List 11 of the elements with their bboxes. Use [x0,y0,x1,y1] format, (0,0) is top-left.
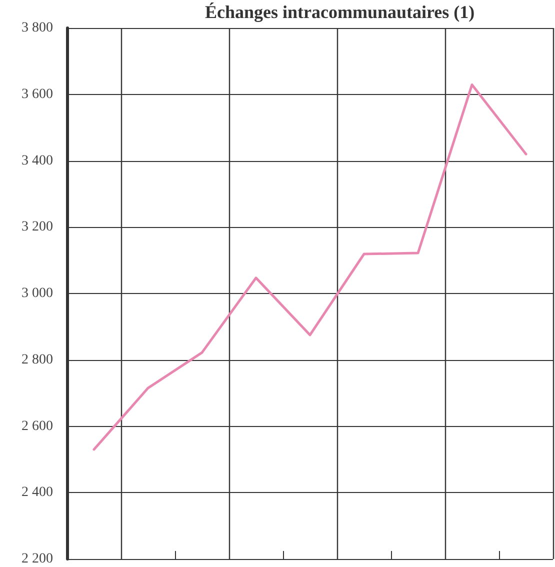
y-tick-label: 3 200 [22,220,53,235]
y-tick-label: 2 600 [22,418,53,434]
y-tick-label: 2 400 [22,485,53,500]
y-tick-label: 2 200 [22,552,53,566]
line-series [92,84,528,451]
y-tick-label: 3 600 [22,86,53,102]
y-tick-label: 2 800 [22,352,53,368]
y-tick-label: 3 400 [22,153,53,168]
y-tick-label: 3 000 [22,286,53,301]
chart-title: Échanges intracommunautaires (1) [205,2,475,22]
y-tick-label: 3 800 [22,20,53,36]
